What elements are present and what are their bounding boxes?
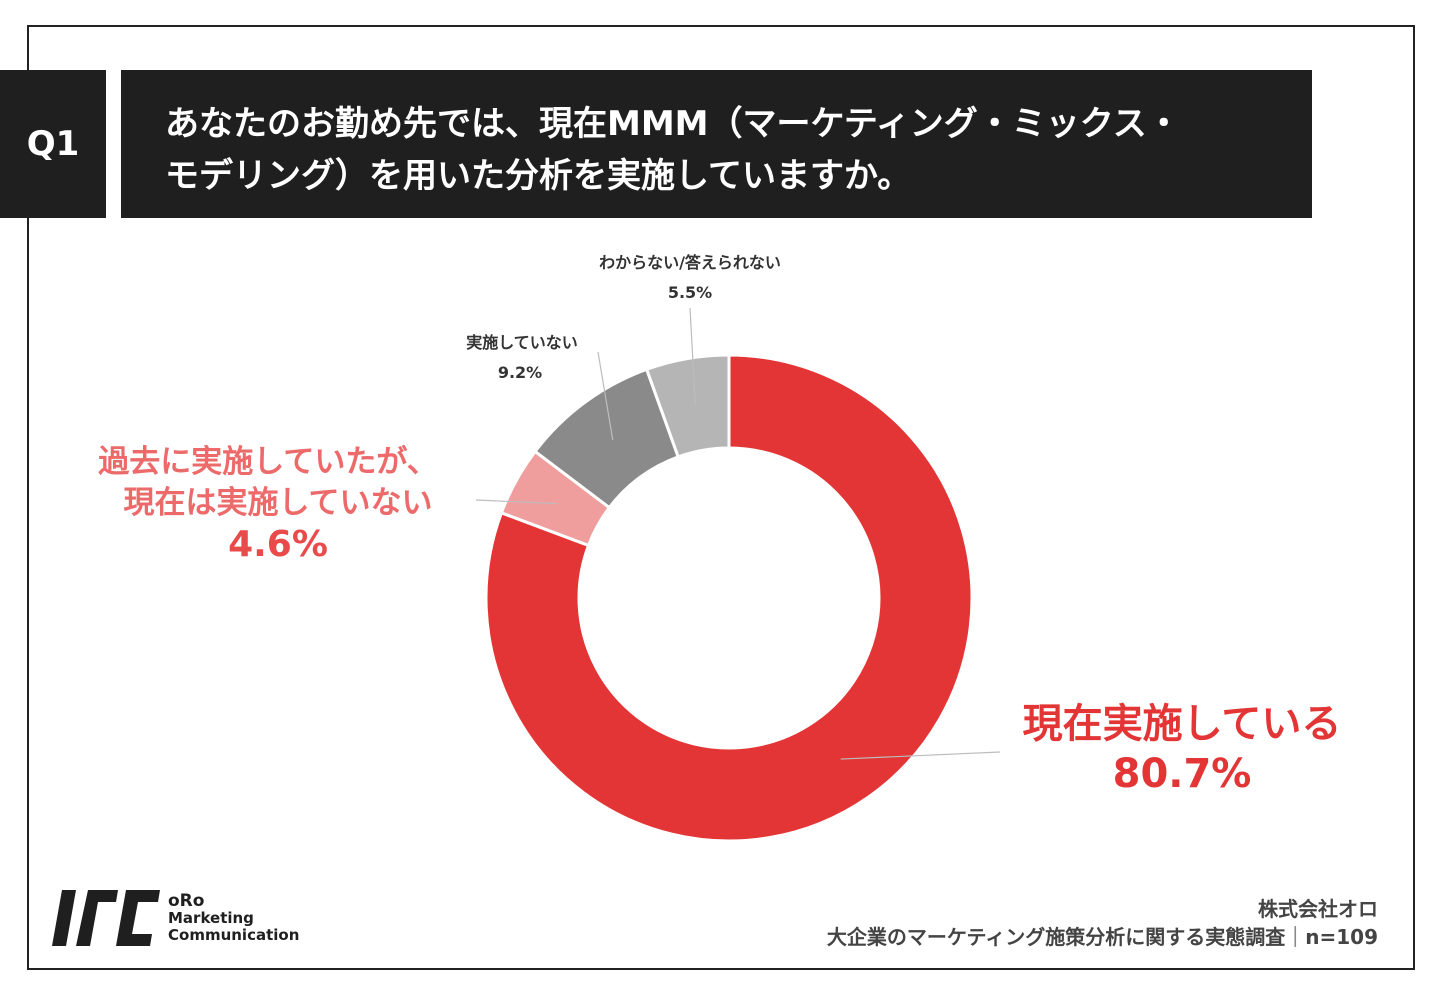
- leader-line-0: [840, 751, 1001, 760]
- donut-slice-0: [484, 353, 974, 843]
- logo-wordmark: oRo Marketing Communication: [168, 893, 299, 944]
- slice-label-past-line2: 現在は実施していない: [123, 485, 432, 521]
- question-number: Q1: [26, 124, 80, 164]
- donut-slice-3: [644, 353, 731, 459]
- footer-separator: ｜: [1285, 925, 1306, 949]
- slide-frame: [27, 25, 1415, 970]
- leader-line-2: [597, 351, 614, 441]
- leader-line-3: [689, 307, 696, 405]
- logo-brand: oRo: [168, 891, 205, 911]
- slice-label-not-implemented: 実施していない: [466, 333, 578, 352]
- footer-company: 株式会社オロ: [1258, 897, 1378, 921]
- slice-label-unknown: わからない/答えられない: [599, 253, 781, 272]
- question-badge: Q1: [0, 70, 106, 218]
- question-line-2: モデリング）を用いた分析を実施していますか。: [165, 156, 912, 196]
- question-title: あなたのお勤め先では、現在MMM（マーケティング・ミックス・ モデリング）を用い…: [121, 70, 1312, 218]
- slice-value-past: 4.6%: [228, 524, 328, 565]
- slice-value-not-implemented: 9.2%: [498, 363, 542, 382]
- footer-survey: 大企業のマーケティング施策分析に関する実態調査｜n=109: [827, 921, 1378, 950]
- survey-title: 大企業のマーケティング施策分析に関する実態調査: [826, 925, 1286, 949]
- question-line-1: あなたのお勤め先では、現在MMM（マーケティング・ミックス・: [165, 104, 1181, 144]
- sample-size: n=109: [1305, 925, 1378, 949]
- slice-value-unknown: 5.5%: [668, 283, 712, 302]
- slice-label-past-line1: 過去に実施していたが、: [98, 444, 437, 480]
- slice-label-current: 現在実施している: [1023, 701, 1342, 747]
- logo-line-communication: Communication: [168, 926, 300, 944]
- logo-line-marketing: Marketing: [168, 909, 254, 927]
- leader-line-1: [475, 499, 558, 505]
- slice-value-current: 80.7%: [1113, 751, 1252, 797]
- oro-logo-icon: [52, 884, 162, 954]
